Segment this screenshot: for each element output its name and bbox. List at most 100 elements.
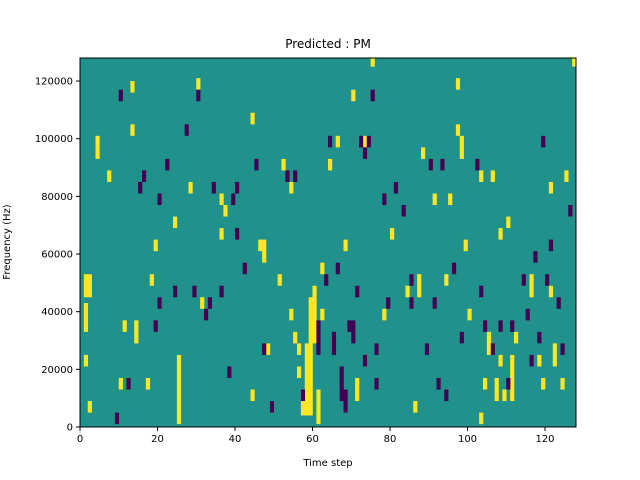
heatmap-cell-low xyxy=(479,285,484,298)
heatmap-cell-low xyxy=(359,135,364,148)
heatmap-cell-high xyxy=(335,135,340,148)
x-tick-label: 80 xyxy=(384,434,397,445)
y-axis-ticks: 0 20000 40000 60000 80000 100000 120000 xyxy=(35,77,80,434)
heatmap-cell-low xyxy=(153,320,158,332)
heatmap-cell-high xyxy=(494,377,499,402)
x-axis-ticks: 0 20 40 60 80 100 120 xyxy=(77,427,555,445)
heatmap-cell-low xyxy=(184,124,189,136)
heatmap-cell-high xyxy=(87,274,92,298)
heatmap-cell-high xyxy=(537,354,542,367)
heatmap-cell-low xyxy=(506,377,511,390)
heatmap-cell-high xyxy=(506,216,511,229)
heatmap-cell-high xyxy=(297,343,302,355)
heatmap-cell-high xyxy=(122,320,127,332)
heatmap-cell-high xyxy=(173,216,178,229)
heatmap-cell-low xyxy=(165,158,170,171)
heatmap-cell-low xyxy=(374,377,379,390)
heatmap-cell-high xyxy=(479,412,484,425)
heatmap-cell-high xyxy=(483,377,488,390)
x-tick-label: 120 xyxy=(535,434,554,445)
heatmap-cell-high xyxy=(107,170,112,182)
heatmap-cell-low xyxy=(269,401,275,413)
heatmap-cell-low xyxy=(401,205,406,217)
heatmap-cell-high xyxy=(320,308,325,321)
heatmap-cell-low xyxy=(452,262,457,275)
heatmap-cell-low xyxy=(529,354,534,367)
heatmap-cell-low xyxy=(382,193,387,206)
heatmap-cell-low xyxy=(142,170,147,182)
heatmap-cell-high xyxy=(432,193,437,206)
heatmap-cell-low xyxy=(560,343,565,355)
x-tick-label: 0 xyxy=(77,434,83,445)
heatmap-cell-high xyxy=(266,343,271,355)
heatmap-cell-high xyxy=(463,239,468,252)
heatmap-cell-high xyxy=(219,228,224,240)
heatmap-cell-low xyxy=(126,377,131,390)
heatmap-cell-low xyxy=(211,181,216,194)
heatmap-cell-low xyxy=(568,205,573,217)
heatmap-cell-high xyxy=(343,239,348,252)
heatmap-cell-low xyxy=(118,89,123,102)
heatmap-cell-high xyxy=(83,303,89,332)
heatmap-cell-low xyxy=(498,320,503,332)
heatmap-cell-low xyxy=(331,331,337,355)
x-tick-label: 60 xyxy=(306,434,319,445)
heatmap-cell-low xyxy=(262,343,267,355)
heatmap-cell-high xyxy=(289,308,294,321)
heatmap-cell-low xyxy=(444,389,449,402)
heatmap-cell-high xyxy=(455,124,461,136)
heatmap-cell-high xyxy=(293,331,298,344)
heatmap-cell-low xyxy=(475,158,480,171)
heatmap-cell-high xyxy=(548,181,554,194)
heatmap-cell-high xyxy=(498,228,503,240)
heatmap-cell-high xyxy=(262,239,267,263)
heatmap-cell-high xyxy=(362,135,368,148)
heatmap-cell-low xyxy=(219,285,224,298)
heatmap-cell-low xyxy=(374,343,379,355)
heatmap-cell-low xyxy=(207,297,213,309)
y-tick-label: 0 xyxy=(67,423,73,434)
heatmap-cell-high xyxy=(370,58,375,67)
heatmap-cell-low xyxy=(138,181,143,194)
heatmap-cell-high xyxy=(498,354,503,367)
heatmap-cell-high xyxy=(514,331,519,344)
heatmap-cell-high xyxy=(529,274,534,298)
heatmap-cell-low xyxy=(510,320,515,332)
heatmap-cell-low xyxy=(324,274,329,286)
heatmap-cell-high xyxy=(552,343,557,367)
heatmap-cell-high xyxy=(223,205,228,217)
heatmap-cell-low xyxy=(436,377,441,390)
heatmap-cell-low xyxy=(227,366,232,378)
heatmap-cell-high xyxy=(87,401,92,413)
heatmap-cell-high xyxy=(417,274,422,298)
y-tick-label: 100000 xyxy=(35,134,73,145)
heatmap-cell-high xyxy=(564,170,569,182)
heatmap-cell-low xyxy=(351,320,356,344)
heatmap-cell-high xyxy=(297,366,302,378)
heatmap-cell-high xyxy=(479,170,484,182)
heatmap-background xyxy=(80,58,576,427)
heatmap-cell-low xyxy=(483,320,488,332)
heatmap-cell-low xyxy=(424,343,430,355)
heatmap-cell-low xyxy=(459,331,464,344)
heatmap-cell-high xyxy=(421,147,426,159)
heatmap-cell-low xyxy=(362,354,368,367)
heatmap-cell-high xyxy=(382,308,387,321)
heatmap-cell-high xyxy=(304,343,309,416)
heatmap-cell-high xyxy=(572,58,577,67)
heatmap-cell-low xyxy=(114,412,120,425)
heatmap-cell-low xyxy=(285,170,290,182)
y-tick-label: 80000 xyxy=(41,192,73,203)
heatmap-cell-low xyxy=(362,147,368,159)
heatmap-cell-low xyxy=(432,297,437,309)
heatmap-cell-high xyxy=(413,401,418,413)
heatmap-cell-high xyxy=(145,377,151,390)
heatmap-cell-high xyxy=(316,389,321,425)
heatmap-cell-high xyxy=(176,354,182,425)
heatmap-cell-low xyxy=(242,262,247,275)
y-tick-label: 60000 xyxy=(41,250,73,261)
heatmap-cell-low xyxy=(173,285,178,298)
heatmap-cell-high xyxy=(448,193,453,206)
heatmap-cell-high xyxy=(490,170,495,182)
